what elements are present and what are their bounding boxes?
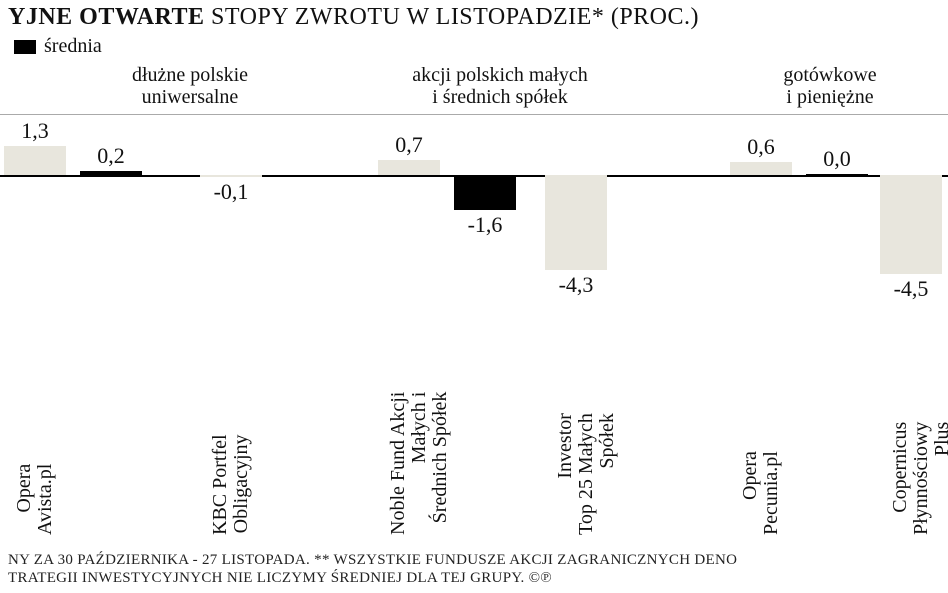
- bar-value-label: -0,1: [214, 179, 249, 205]
- footnote: NY ZA 30 PAŹDZIERNIKA - 27 LISTOPADA. **…: [8, 551, 940, 587]
- footnote-line2: TRATEGII INWESTYCYJNYCH NIE LICZYMY ŚRED…: [8, 569, 940, 587]
- bar: 0,0: [806, 174, 868, 175]
- bar-value-label: -1,6: [468, 212, 503, 238]
- bar-value-label: 0,2: [97, 143, 125, 169]
- x-axis-label: InvestorTop 25 MałychSpółek: [555, 413, 618, 535]
- x-axis-label: KBC PortfelObligacyjny: [210, 434, 252, 535]
- group-header: gotówkowei pieniężne: [710, 64, 948, 108]
- chart-title: YJNE OTWARTE STOPY ZWROTU W LISTOPADZIE*…: [0, 0, 948, 33]
- footnote-line1: NY ZA 30 PAŹDZIERNIKA - 27 LISTOPADA. **…: [8, 551, 940, 569]
- group-header: dłużne polskieuniwersalne: [70, 64, 310, 108]
- bar-value-label: 0,0: [823, 146, 851, 172]
- bar: -4,5: [880, 175, 942, 274]
- bar: -4,3: [545, 175, 607, 270]
- bar-value-label: -4,5: [894, 276, 929, 302]
- group-header: akcji polskich małychi średnich spółek: [380, 64, 620, 108]
- x-axis-labels: OperaAvista.pl KBC PortfelObligacyjny Nobl…: [0, 305, 948, 555]
- legend: średnia: [0, 33, 948, 64]
- legend-swatch: [14, 40, 36, 54]
- x-axis-label: OperaPecunia.pl: [740, 451, 782, 535]
- bar: 0,2: [80, 171, 142, 175]
- x-axis-label: OperaAvista.pl: [14, 464, 56, 535]
- group-headers: dłużne polskieuniwersalne akcji polskich …: [0, 64, 948, 114]
- title-bold: YJNE OTWARTE: [8, 4, 205, 30]
- bar: 0,6: [730, 162, 792, 175]
- plot-area: 1,3 0,2 -0,1 0,7 -1,6 -4,3 0,6 0,0 -4,5: [0, 114, 948, 294]
- bar: -0,1: [200, 175, 262, 177]
- legend-label: średnia: [44, 35, 102, 58]
- title-regular: STOPY ZWROTU W LISTOPADZIE* (PROC.): [205, 4, 699, 30]
- x-axis-label: Noble Fund AkcjiMałych iŚrednich Spółek: [388, 392, 451, 535]
- bar: -1,6: [454, 175, 516, 210]
- chart-container: YJNE OTWARTE STOPY ZWROTU W LISTOPADZIE*…: [0, 0, 948, 593]
- bar-value-label: 0,7: [395, 132, 423, 158]
- bar: 0,7: [378, 160, 440, 175]
- bar-value-label: 0,6: [747, 134, 775, 160]
- x-axis-label: CopernicusPłynnościowyPlus: [890, 422, 948, 535]
- bar: 1,3: [4, 146, 66, 175]
- bar-value-label: -4,3: [559, 272, 594, 298]
- bar-value-label: 1,3: [21, 118, 49, 144]
